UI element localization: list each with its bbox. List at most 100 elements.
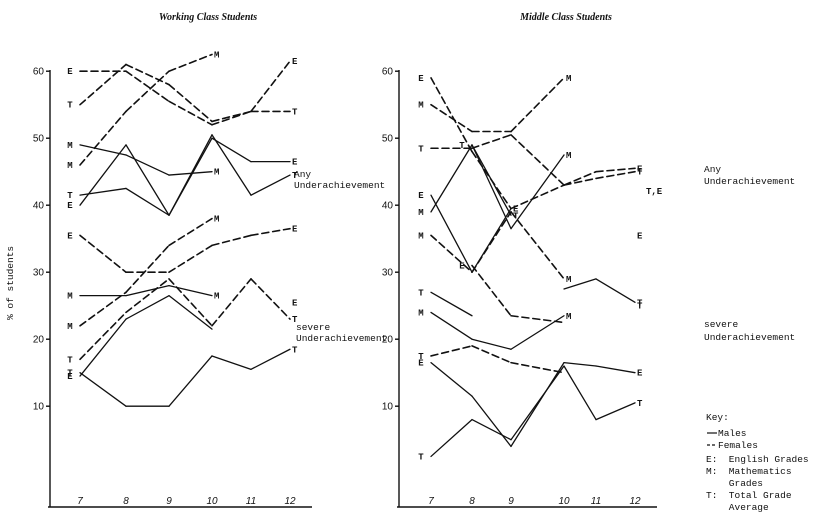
series-marker-start: E <box>459 262 465 272</box>
series-segment <box>250 174 291 196</box>
series-segment <box>168 355 213 407</box>
series-marker-end: E <box>292 57 298 67</box>
series-marker-end: T <box>637 298 643 308</box>
series-marker-start: T <box>418 144 424 154</box>
series-segment <box>125 70 170 113</box>
series-marker-start: M <box>67 141 72 151</box>
series-segment <box>168 83 213 123</box>
series-segment <box>595 170 636 180</box>
y-tick-label: 10 <box>33 402 45 413</box>
series-marker-start: T <box>67 355 73 365</box>
series-marker-start: T <box>418 288 424 298</box>
key-line: Grades <box>706 478 763 489</box>
series-segment <box>125 70 170 103</box>
key-line: E: English Grades <box>706 454 809 465</box>
series-marker-end: E <box>513 205 519 215</box>
series-segment <box>471 338 512 350</box>
series-marker-end: M <box>214 168 219 178</box>
series-segment <box>471 144 512 216</box>
series-segment <box>510 134 565 186</box>
series-segment <box>211 355 252 371</box>
series-marker-end: M <box>566 275 571 285</box>
series-segment <box>79 110 127 166</box>
key-title: Key: <box>706 412 729 423</box>
series-marker-end: E <box>637 369 643 379</box>
series-segment <box>125 244 170 294</box>
series-T-females: TT <box>418 134 643 186</box>
series-segment <box>250 227 291 237</box>
series-marker-end: M <box>566 312 571 322</box>
series-T-females: TT <box>418 302 643 374</box>
series-T-females: TT <box>67 278 298 365</box>
severe-label-left-1: severe <box>296 322 331 333</box>
series-segment <box>211 137 252 163</box>
series-segment <box>510 154 565 230</box>
any-label-left-1: Any <box>294 169 311 180</box>
series-segment <box>79 144 127 206</box>
series-marker-start: E <box>67 231 73 241</box>
x-tick-label: 7 <box>428 496 434 507</box>
key-line: M: Mathematics <box>706 466 792 477</box>
y-tick-label: 60 <box>382 67 394 78</box>
x-tick-label: 10 <box>558 496 570 507</box>
x-tick-label: 9 <box>508 496 514 507</box>
series-segment <box>168 294 213 330</box>
series-M-females: MM <box>67 215 219 332</box>
series-segment <box>168 134 213 216</box>
series-segment <box>430 291 473 317</box>
series-segment <box>125 154 170 176</box>
series-segment <box>125 63 170 86</box>
series-segment <box>471 418 512 441</box>
key-line: Average <box>706 502 769 513</box>
series-segment <box>563 278 597 290</box>
series-marker-end: E <box>637 231 643 241</box>
series-segment <box>125 294 170 320</box>
x-tick-label: 8 <box>469 496 475 507</box>
series-segment <box>595 365 636 374</box>
series-segment <box>471 211 512 274</box>
series-marker-start: T <box>459 141 465 151</box>
series-marker-end: M <box>214 215 219 225</box>
series-T-males: TT <box>67 134 298 216</box>
series-segment <box>250 278 291 320</box>
series-marker-end: T <box>292 315 298 325</box>
series-marker-end: M <box>566 74 571 84</box>
key-males: Males <box>718 428 747 439</box>
series-segment <box>430 194 473 273</box>
series-marker-start: E <box>67 201 73 211</box>
series-M-females: MM <box>418 211 571 285</box>
series-marker-end: E <box>292 158 298 168</box>
annotations: AnyUnderachievementsevereUnderachievemen… <box>294 164 809 513</box>
series-M-males: MM <box>418 144 571 230</box>
series-segment <box>430 418 473 458</box>
x-tick-label: 9 <box>166 496 172 507</box>
right-tail-marker: T,E <box>646 187 663 197</box>
y-tick-label: 60 <box>33 67 45 78</box>
series-segment <box>168 100 213 126</box>
series-segment <box>79 234 127 274</box>
series-marker-start: T <box>418 352 424 362</box>
series-segment <box>430 103 473 133</box>
severe-label-right-2: Underachievement <box>704 332 795 343</box>
series-segment <box>125 187 170 216</box>
y-tick-label: 50 <box>33 134 45 145</box>
series-segment <box>168 217 213 247</box>
series-segment <box>250 348 291 371</box>
series-segment <box>563 361 597 367</box>
series-segment <box>125 284 170 297</box>
y-tick-label: 40 <box>33 201 45 212</box>
severe-label-left-2: Underachievement <box>296 333 387 344</box>
key-line: T: Total Grade <box>706 490 792 501</box>
series-T-males: TT <box>418 278 643 317</box>
series-E-females: EE <box>459 231 643 324</box>
series-segment <box>510 77 565 133</box>
series-marker-start: T <box>67 191 73 201</box>
series-marker-end: M <box>214 50 219 60</box>
series-segment <box>168 278 213 327</box>
series-marker-end: T <box>292 107 298 117</box>
series-segment <box>168 53 213 72</box>
series-segment <box>595 278 636 304</box>
series-T-males: TT <box>67 345 298 407</box>
series-segment <box>211 278 252 327</box>
